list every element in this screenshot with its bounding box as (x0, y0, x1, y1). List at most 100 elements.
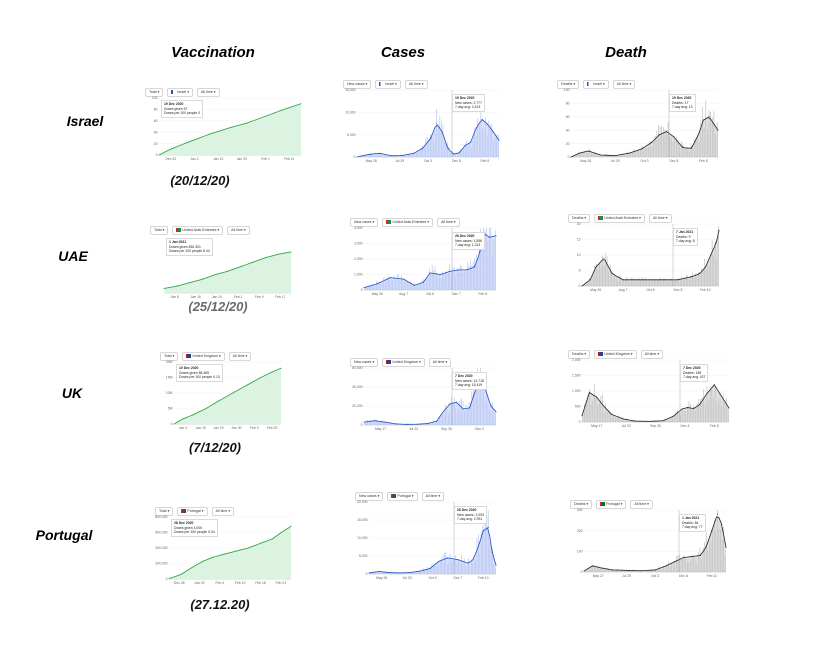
range-dropdown[interactable]: All time ▾ (437, 218, 460, 227)
dropdown-label: New cases ▾ (354, 360, 375, 364)
country-dropdown[interactable]: United Kingdom ▾ (594, 350, 637, 359)
country-dropdown[interactable]: Portugal ▾ (177, 507, 208, 516)
data-point (600, 567, 602, 569)
dropdown-label: All time ▾ (232, 354, 248, 358)
y-tick-label: 0 (354, 155, 356, 159)
range-dropdown[interactable]: All time ▾ (428, 358, 452, 367)
tooltip-date: 28 Dec 2020 (457, 508, 477, 512)
dropdown-label: Total ▾ (164, 354, 175, 358)
country-dropdown[interactable]: United Arab Emirates ▾ (382, 218, 434, 227)
data-point (260, 542, 261, 544)
date-label-portugal: (27.12.20) (190, 597, 250, 612)
x-tick-label: Oct 3 (651, 574, 659, 578)
dropdown-label: Deaths ▾ (574, 502, 589, 506)
country-dropdown[interactable]: Israel ▾ (583, 80, 609, 89)
metric-dropdown[interactable]: New cases ▾ (343, 80, 372, 89)
hover-tooltip: 7 Jan 2021 Deaths: 9 7-day avg: 8 (673, 228, 698, 246)
metric-dropdown[interactable]: Total ▾ (150, 226, 169, 235)
data-point (622, 279, 624, 281)
metric-dropdown[interactable]: Deaths ▾ (568, 214, 591, 223)
range-dropdown[interactable]: All time ▾ (404, 80, 428, 89)
country-dropdown[interactable]: Israel ▾ (167, 88, 193, 97)
data-point (232, 392, 234, 394)
metric-dropdown[interactable]: New cases ▾ (350, 358, 379, 367)
country-dropdown[interactable]: United Kingdom ▾ (382, 358, 425, 367)
data-point (622, 418, 624, 420)
y-tick-label: 0 (568, 155, 570, 159)
metric-dropdown[interactable]: Deaths ▾ (557, 80, 580, 89)
range-dropdown[interactable]: All time ▾ (630, 500, 653, 509)
data-point (464, 145, 466, 147)
series-area (369, 527, 496, 574)
series-area (582, 384, 729, 422)
data-point (634, 420, 636, 422)
metric-dropdown[interactable]: New cases ▾ (350, 218, 379, 227)
range-dropdown[interactable]: All time ▾ (421, 492, 445, 501)
x-tick-label: Dec 8 (673, 288, 682, 292)
metric-dropdown[interactable]: Total ▾ (155, 507, 174, 516)
hover-tooltip: 7 Dec 2020 Deaths: 189 7-day avg: 427 (680, 364, 709, 382)
range-dropdown[interactable]: All time ▾ (612, 80, 636, 89)
hover-tooltip: 26 Dec 2020 New cases: 1,556 7-day avg: 1,… (452, 232, 485, 250)
y-tick-label: 800,000 (155, 515, 167, 519)
data-point (595, 266, 597, 268)
metric-dropdown[interactable]: Total ▾ (145, 88, 164, 97)
data-point (466, 269, 468, 271)
x-tick-label: May 26 (376, 576, 387, 580)
metric-dropdown[interactable]: Deaths ▾ (568, 350, 591, 359)
tooltip-date: 7 Dec 2020 (683, 366, 701, 370)
column-header-cases: Cases (380, 44, 426, 61)
dropdown-label: United Arab Emirates ▾ (182, 228, 220, 232)
dropdown-label: Total ▾ (159, 509, 170, 513)
data-point (300, 103, 302, 105)
country-dropdown[interactable]: Portugal ▾ (387, 492, 418, 501)
series-line (356, 119, 500, 158)
data-point (475, 127, 477, 129)
data-point (495, 411, 497, 413)
tooltip-date: 1 Jan 2021 (682, 516, 700, 520)
data-point (413, 152, 415, 154)
range-dropdown[interactable]: All time ▾ (228, 352, 252, 361)
data-point (498, 139, 500, 141)
uk-flag-icon (186, 354, 192, 358)
data-point (208, 133, 210, 135)
data-point (416, 423, 418, 425)
data-point (708, 116, 710, 118)
data-point (280, 367, 282, 369)
range-dropdown[interactable]: All time ▾ (197, 88, 220, 97)
x-tick-label: May 17 (591, 424, 602, 428)
tooltip-value: New cases: 2,777 (455, 100, 482, 105)
x-tick-label: Jul 23 (409, 427, 418, 431)
country-dropdown[interactable]: United Arab Emirates ▾ (594, 214, 645, 223)
dropdown-label: All time ▾ (425, 494, 441, 498)
range-dropdown[interactable]: All time ▾ (640, 350, 664, 359)
data-point (651, 141, 653, 143)
data-point (641, 148, 643, 150)
range-dropdown[interactable]: All time ▾ (211, 507, 235, 516)
metric-dropdown[interactable]: Total ▾ (160, 352, 179, 361)
dropdown-label: All time ▾ (652, 216, 668, 220)
metric-dropdown[interactable]: Deaths ▾ (570, 500, 593, 509)
country-dropdown[interactable]: Portugal ▾ (596, 500, 627, 509)
data-point (247, 547, 249, 549)
data-point (491, 551, 493, 553)
country-dropdown[interactable]: Israel ▾ (375, 80, 401, 89)
y-tick-label: 15,000 (345, 88, 355, 92)
x-tick-label: Feb 8 (699, 159, 708, 163)
y-tick-label: 10,000 (357, 536, 367, 540)
data-point (389, 277, 391, 279)
x-tick-label: Feb 10 (478, 576, 489, 580)
chart-svg: 0 5,000 10,000 15,000 20,000 May 26 Jul 30 Oct … (357, 500, 497, 580)
data-point (691, 556, 693, 557)
data-point (379, 152, 381, 154)
x-tick-label: Dec 20 (165, 157, 176, 161)
y-tick-label: 1,000 (572, 389, 581, 393)
range-dropdown[interactable]: All time ▾ (648, 214, 672, 223)
data-point (702, 119, 704, 121)
country-dropdown[interactable]: United Arab Emirates ▾ (172, 226, 224, 235)
series-area (364, 234, 496, 290)
range-dropdown[interactable]: All time ▾ (227, 226, 250, 235)
country-dropdown[interactable]: United Kingdom ▾ (182, 352, 225, 361)
chart-svg: 0 20 40 60 80 100 May 28 Jul 29 Oct 3 Dec 8 Feb 8 (564, 88, 719, 163)
metric-dropdown[interactable]: New cases ▾ (355, 492, 384, 501)
